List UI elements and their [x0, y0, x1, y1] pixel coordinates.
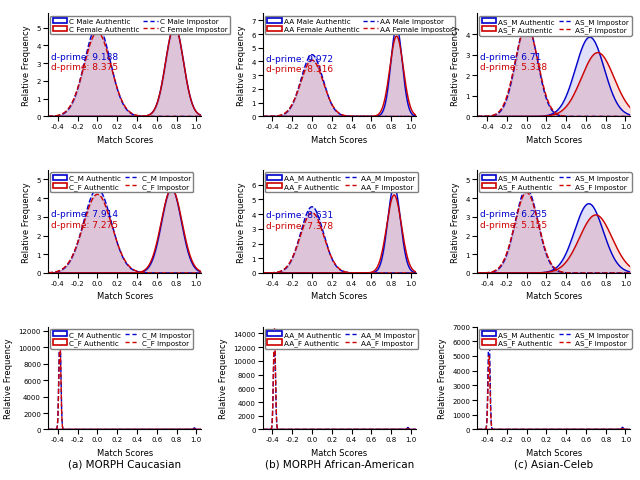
X-axis label: Match Scores: Match Scores [97, 448, 153, 457]
Text: d-prime: 7.914: d-prime: 7.914 [51, 210, 118, 219]
Text: d-prime: 5.155: d-prime: 5.155 [480, 220, 547, 229]
Text: d-prime: 7.378: d-prime: 7.378 [266, 221, 333, 230]
Legend: AA_M Authentic, AA_F Authentic, AA_M Impostor, AA_F Impostor: AA_M Authentic, AA_F Authentic, AA_M Imp… [265, 173, 419, 193]
Text: d-prime: 9.188: d-prime: 9.188 [51, 53, 118, 61]
X-axis label: Match Scores: Match Scores [97, 136, 153, 144]
Legend: AS_M Authentic, AS_F Authentic, AS_M Impostor, AS_F Impostor: AS_M Authentic, AS_F Authentic, AS_M Imp… [479, 173, 632, 193]
X-axis label: Match Scores: Match Scores [311, 136, 367, 144]
Text: d-prime: 7.275: d-prime: 7.275 [51, 220, 118, 229]
Legend: C_M Authentic, C_F Authentic, C_M Impostor, C_F Impostor: C_M Authentic, C_F Authentic, C_M Impost… [50, 329, 193, 349]
Text: d-prime: 8.375: d-prime: 8.375 [51, 63, 118, 72]
Y-axis label: Relative Frequency: Relative Frequency [22, 182, 31, 262]
Legend: AS_M Authentic, AS_F Authentic, AS_M Impostor, AS_F Impostor: AS_M Authentic, AS_F Authentic, AS_M Imp… [479, 17, 632, 36]
Text: d-prime: 9.972: d-prime: 9.972 [266, 55, 333, 64]
Title: (a) MORPH Caucasian: (a) MORPH Caucasian [68, 458, 181, 468]
Y-axis label: Relative Frequency: Relative Frequency [438, 338, 447, 419]
Y-axis label: Relative Frequency: Relative Frequency [22, 25, 31, 106]
Legend: C Male Authentic, C Female Authentic, C Male Impostor, C Female Impostor: C Male Authentic, C Female Authentic, C … [50, 17, 230, 35]
Title: (b) MORPH African-American: (b) MORPH African-American [264, 458, 414, 468]
Y-axis label: Relative Frequency: Relative Frequency [451, 182, 460, 262]
Legend: AA Male Authentic, AA Female Authentic, AA Male Impostor, AA Female Impostor: AA Male Authentic, AA Female Authentic, … [265, 17, 456, 35]
Y-axis label: Relative Frequency: Relative Frequency [219, 338, 228, 419]
Y-axis label: Relative Frequency: Relative Frequency [237, 182, 246, 262]
Text: d-prime: 8.631: d-prime: 8.631 [266, 211, 333, 220]
Y-axis label: Relative Frequency: Relative Frequency [4, 338, 13, 419]
Legend: C_M Authentic, C_F Authentic, C_M Impostor, C_F Impostor: C_M Authentic, C_F Authentic, C_M Impost… [50, 173, 193, 193]
Text: d-prime: 8.316: d-prime: 8.316 [266, 65, 333, 74]
Title: (c) Asian-Celeb: (c) Asian-Celeb [514, 458, 593, 468]
Text: d-prime: 6.71: d-prime: 6.71 [480, 53, 541, 61]
X-axis label: Match Scores: Match Scores [525, 448, 582, 457]
X-axis label: Match Scores: Match Scores [525, 136, 582, 144]
X-axis label: Match Scores: Match Scores [525, 292, 582, 301]
Text: d-prime: 5.338: d-prime: 5.338 [480, 63, 547, 72]
Y-axis label: Relative Frequency: Relative Frequency [451, 25, 460, 106]
Y-axis label: Relative Frequency: Relative Frequency [237, 25, 246, 106]
Legend: AA_M Authentic, AA_F Authentic, AA_M Impostor, AA_F Impostor: AA_M Authentic, AA_F Authentic, AA_M Imp… [265, 329, 419, 349]
Text: d-prime: 6.235: d-prime: 6.235 [480, 210, 547, 219]
Legend: AS_M Authentic, AS_F Authentic, AS_M Impostor, AS_F Impostor: AS_M Authentic, AS_F Authentic, AS_M Imp… [479, 329, 632, 349]
X-axis label: Match Scores: Match Scores [97, 292, 153, 301]
X-axis label: Match Scores: Match Scores [311, 448, 367, 457]
X-axis label: Match Scores: Match Scores [311, 292, 367, 301]
